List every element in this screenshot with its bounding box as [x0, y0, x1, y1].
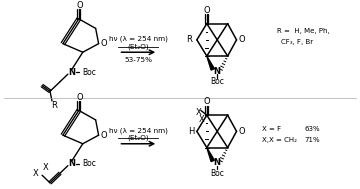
- Text: O: O: [76, 1, 83, 10]
- Text: 71%: 71%: [304, 137, 320, 143]
- Text: O: O: [100, 39, 107, 48]
- Text: (Et₂O): (Et₂O): [127, 135, 149, 141]
- Text: X,X = CH₂: X,X = CH₂: [262, 137, 297, 143]
- Text: O: O: [203, 97, 210, 106]
- Text: N: N: [213, 158, 220, 167]
- Text: (Et₂O): (Et₂O): [127, 43, 149, 50]
- Text: Boc: Boc: [210, 77, 224, 86]
- Text: hν (λ = 254 nm): hν (λ = 254 nm): [109, 36, 168, 42]
- Text: O: O: [100, 131, 107, 140]
- Text: N: N: [68, 68, 75, 77]
- Text: hν (λ = 254 nm): hν (λ = 254 nm): [109, 127, 168, 134]
- Polygon shape: [207, 56, 215, 70]
- Text: 53-75%: 53-75%: [124, 57, 152, 63]
- Text: Boc: Boc: [210, 169, 224, 178]
- Polygon shape: [207, 148, 215, 162]
- Text: O: O: [238, 35, 245, 44]
- Text: O: O: [76, 93, 83, 101]
- Text: H: H: [188, 127, 194, 136]
- Text: R =  H, Me, Ph,: R = H, Me, Ph,: [277, 28, 330, 34]
- Text: Boc: Boc: [82, 159, 96, 168]
- Text: X: X: [32, 169, 38, 178]
- Text: R: R: [51, 101, 57, 110]
- Text: R: R: [186, 35, 192, 44]
- Text: X: X: [196, 108, 202, 117]
- Text: X: X: [199, 115, 205, 124]
- Text: X = F: X = F: [262, 125, 282, 132]
- Text: N: N: [68, 159, 75, 168]
- Text: O: O: [238, 127, 245, 136]
- Text: N: N: [213, 67, 220, 76]
- Text: 63%: 63%: [304, 125, 320, 132]
- Text: O: O: [203, 6, 210, 15]
- Text: CF₃, F, Br: CF₃, F, Br: [281, 39, 313, 45]
- Text: X: X: [43, 163, 49, 172]
- Text: Boc: Boc: [82, 68, 96, 77]
